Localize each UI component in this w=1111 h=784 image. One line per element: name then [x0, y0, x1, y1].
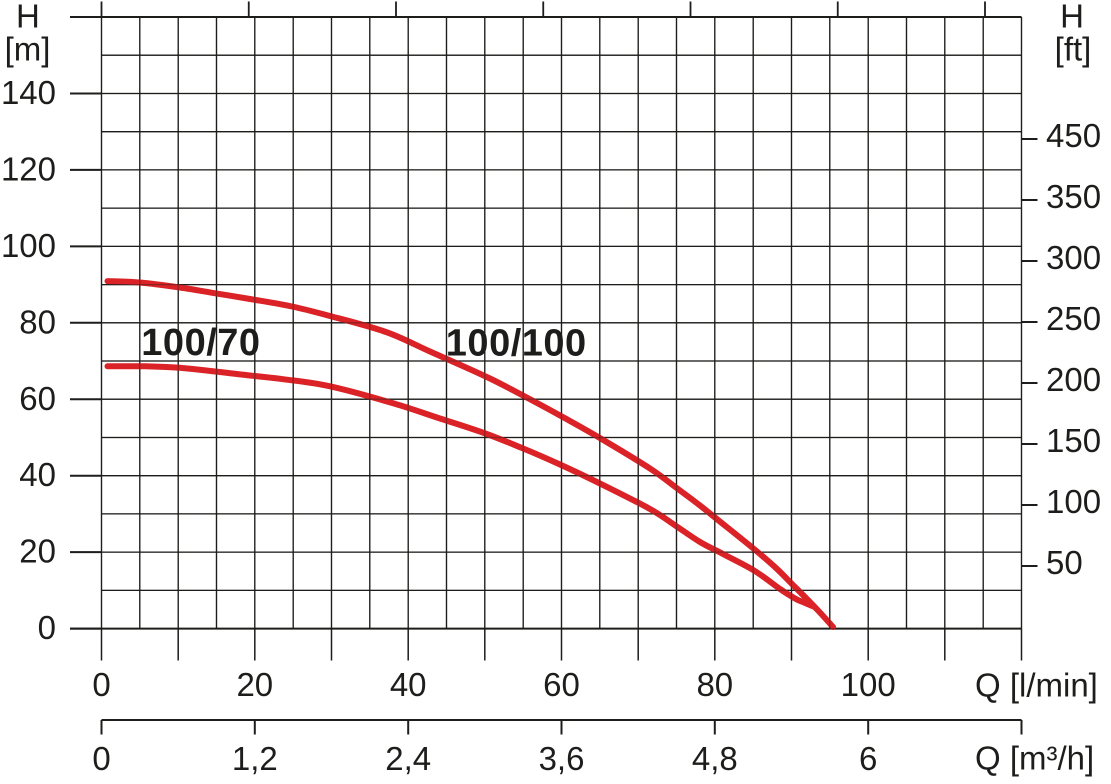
svg-text:6: 6	[859, 740, 877, 777]
svg-text:140: 140	[1, 74, 56, 111]
svg-text:H: H	[16, 0, 40, 34]
svg-text:100: 100	[841, 666, 896, 703]
svg-text:1,2: 1,2	[232, 740, 278, 777]
svg-text:100/100: 100/100	[446, 323, 587, 365]
svg-text:100: 100	[1046, 483, 1101, 520]
svg-text:80: 80	[19, 303, 56, 340]
svg-text:H: H	[1060, 0, 1084, 34]
svg-text:0: 0	[92, 740, 110, 777]
svg-text:60: 60	[543, 666, 580, 703]
svg-text:[m]: [m]	[5, 31, 51, 68]
svg-text:450: 450	[1046, 117, 1101, 154]
svg-text:Q [m³/h]: Q [m³/h]	[975, 739, 1094, 776]
svg-text:150: 150	[1046, 422, 1101, 459]
svg-text:20: 20	[19, 533, 56, 570]
svg-text:0: 0	[38, 609, 56, 646]
svg-text:4,8: 4,8	[692, 740, 738, 777]
svg-text:120: 120	[1, 150, 56, 187]
svg-text:[ft]: [ft]	[1055, 31, 1092, 68]
svg-text:100: 100	[1, 227, 56, 264]
svg-text:50: 50	[1046, 544, 1083, 581]
svg-text:300: 300	[1046, 239, 1101, 276]
svg-text:2,4: 2,4	[385, 740, 431, 777]
svg-text:80: 80	[696, 666, 733, 703]
svg-text:250: 250	[1046, 300, 1101, 337]
svg-text:40: 40	[19, 456, 56, 493]
svg-text:350: 350	[1046, 178, 1101, 215]
svg-text:200: 200	[1046, 361, 1101, 398]
svg-text:60: 60	[19, 380, 56, 417]
svg-text:Q [l/min]: Q [l/min]	[975, 666, 1098, 703]
svg-text:100/70: 100/70	[141, 322, 260, 364]
svg-text:0: 0	[92, 666, 110, 703]
svg-text:20: 20	[236, 666, 273, 703]
svg-text:40: 40	[390, 666, 427, 703]
svg-text:3,6: 3,6	[539, 740, 585, 777]
